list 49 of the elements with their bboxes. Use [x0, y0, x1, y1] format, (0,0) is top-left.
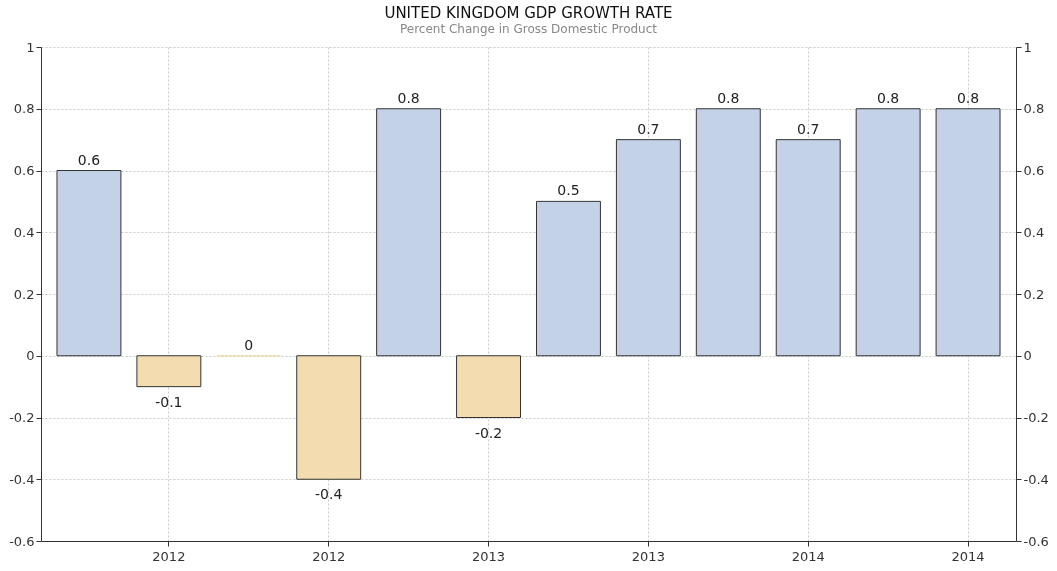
bar — [136, 355, 202, 388]
y-tick-label: 0.8 — [13, 101, 35, 117]
data-label: 0.7 — [637, 120, 660, 137]
bar — [935, 108, 1001, 357]
bar — [56, 170, 122, 357]
y2-tick-label: 0.4 — [1023, 224, 1045, 240]
bar — [535, 200, 601, 357]
data-label: 0.8 — [397, 89, 420, 106]
x-tick-label: 2013 — [471, 548, 506, 564]
x-tick-label: 2013 — [631, 548, 665, 564]
y2-tick-label: 0.6 — [1023, 163, 1045, 178]
bar — [456, 355, 522, 418]
y2-tick-label: 0.8 — [1023, 101, 1045, 117]
y-tick-label: 0 — [26, 348, 35, 364]
data-label: 0.5 — [557, 182, 580, 199]
data-label: -0.2 — [474, 424, 503, 441]
data-label: 0.6 — [77, 151, 101, 168]
x-tick-label: 2014 — [791, 548, 825, 564]
data-label: -0.4 — [315, 486, 343, 503]
data-label: 0.8 — [877, 89, 900, 106]
y-tick-label: 0.2 — [13, 286, 35, 302]
data-label: 0.8 — [956, 89, 980, 106]
x-tick-label: 2012 — [152, 548, 186, 564]
y-tick-label: 0.6 — [13, 163, 35, 178]
y-tick-label: -0.2 — [9, 410, 35, 425]
bar — [855, 108, 921, 357]
data-label: 0 — [244, 336, 254, 353]
y2-tick-label: 0.2 — [1023, 286, 1045, 302]
bar — [775, 139, 841, 357]
chart-subtitle: Percent Change in Gross Domestic Product — [399, 22, 658, 36]
data-label: 0.7 — [797, 120, 820, 137]
x-tick-label: 2014 — [951, 548, 985, 564]
bar — [376, 108, 442, 357]
chart-title: UNITED KINGDOM GDP GROWTH RATE — [384, 4, 673, 22]
y2-tick-label: 0 — [1023, 348, 1032, 364]
data-label: 0.8 — [717, 89, 740, 106]
y-tick-label: 0.4 — [13, 224, 35, 240]
y-tick-label: -0.4 — [9, 471, 35, 487]
y2-tick-label: 1 — [1023, 39, 1032, 55]
y2-tick-label: -0.2 — [1023, 410, 1049, 425]
data-label: -0.1 — [155, 393, 183, 410]
bar — [615, 139, 681, 357]
bar — [695, 108, 761, 357]
y2-tick-label: -0.4 — [1023, 471, 1049, 487]
bar — [296, 355, 362, 480]
y-tick-label: 1 — [26, 39, 35, 55]
y2-tick-label: -0.6 — [1023, 533, 1049, 549]
y-tick-label: -0.6 — [9, 533, 35, 549]
x-tick-label: 2012 — [312, 548, 346, 564]
